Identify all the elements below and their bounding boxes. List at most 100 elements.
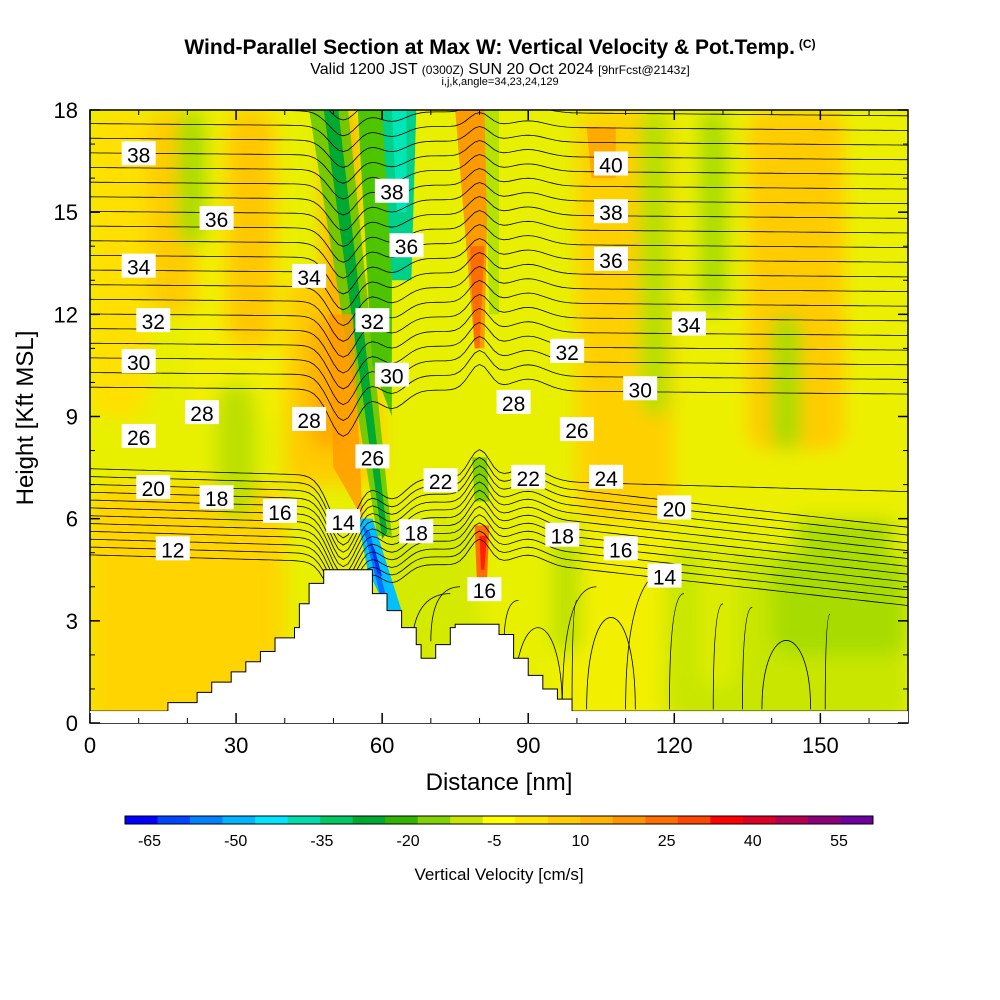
- contour-label-text: 30: [629, 379, 652, 402]
- colorbar-label: Vertical Velocity [cm/s]: [414, 865, 583, 884]
- colorbar-tick-label: 25: [658, 833, 676, 850]
- contour-label: 32: [355, 308, 390, 334]
- contour-label-text: 26: [361, 447, 384, 470]
- colorbar-swatch: [580, 816, 614, 824]
- contour-label-text: 28: [190, 403, 213, 426]
- contour-label-text: 38: [599, 202, 622, 225]
- contour-label: 32: [550, 338, 585, 365]
- contour-label-text: 18: [205, 488, 228, 511]
- colorbar-swatch: [482, 816, 516, 824]
- forecast-info: [9hrFcst@2143z]: [598, 63, 690, 77]
- valid-utc: (0300Z): [421, 63, 464, 77]
- colorbar-tick-label: -5: [487, 833, 501, 850]
- contour-label-text: 26: [127, 427, 150, 450]
- plot-area: 38 36 34 32 30 28 26 20 18 16 14 12 34 38 36 32 30 28 26 22…: [89, 109, 909, 724]
- contour-label: 18: [399, 519, 434, 545]
- contour-label-text: 28: [502, 393, 525, 416]
- contour-label-text: 30: [127, 352, 150, 375]
- contour-label-text: 32: [361, 311, 384, 334]
- contour-label: 18: [199, 485, 234, 511]
- contour-label-text: 30: [380, 366, 403, 389]
- colorbar-swatch: [125, 816, 158, 824]
- contour-label: 26: [559, 417, 594, 443]
- colorbar-tick-label: 55: [830, 833, 848, 850]
- colorbar-tick-label: -35: [310, 833, 333, 850]
- contour-label: 34: [121, 253, 156, 280]
- contour-label-text: 32: [142, 311, 165, 334]
- valid-date: SUN 20 Oct 2024: [468, 61, 594, 78]
- colorbar-swatch: [320, 816, 354, 824]
- contour-label: 20: [136, 475, 171, 501]
- colorbar-tick-label: -20: [397, 833, 420, 850]
- y-tick-label: 15: [54, 200, 78, 225]
- valid-prefix: Valid 1200 JST: [310, 61, 418, 78]
- y-tick-label: 6: [66, 507, 78, 532]
- contour-label: 12: [155, 536, 190, 562]
- contour-label: 38: [593, 199, 628, 225]
- contour-label: 26: [355, 444, 390, 470]
- y-tick-label: 3: [66, 609, 78, 634]
- contour-label: 24: [589, 464, 624, 491]
- contour-label: 16: [603, 536, 638, 562]
- contour-label-text: 34: [127, 257, 151, 280]
- colorbar-tick-label: -65: [138, 833, 161, 850]
- colorbar-swatch: [515, 816, 549, 824]
- x-tick-label: 150: [802, 733, 839, 758]
- colorbar-swatch: [742, 816, 776, 824]
- y-tick-label: 12: [54, 302, 78, 327]
- contour-label: 18: [545, 522, 580, 549]
- colorbar-swatch: [612, 816, 646, 824]
- contour-label: 38: [121, 141, 156, 167]
- colorbar-swatch: [255, 816, 289, 824]
- copyright-mark: (C): [798, 37, 816, 51]
- colorbar-swatch: [222, 816, 256, 824]
- colorbar-frame: [124, 815, 874, 825]
- contour-label-text: 18: [405, 522, 428, 545]
- contour-label-text: 20: [142, 478, 165, 501]
- colorbar-swatch: [157, 816, 191, 824]
- x-tick-label: 30: [224, 733, 248, 758]
- contour-label: 22: [511, 464, 546, 491]
- contour-label-text: 34: [297, 267, 321, 290]
- y-axis-label: Height [Kft MSL]: [12, 331, 39, 506]
- contour-label: 22: [423, 468, 458, 494]
- contour-label: 30: [121, 349, 156, 375]
- contour-label-text: 14: [653, 567, 677, 590]
- contour-label-text: 36: [599, 250, 622, 273]
- contour-label-text: 22: [517, 468, 540, 491]
- contour-label-text: 26: [565, 420, 588, 443]
- colorbar-swatch: [677, 816, 711, 824]
- colorbar-tick-label: 40: [744, 833, 762, 850]
- contour-label-text: 16: [609, 539, 632, 562]
- colorbar-swatch: [547, 816, 581, 824]
- colorbar-swatch: [775, 816, 809, 824]
- y-tick-label: 0: [66, 711, 78, 736]
- contour-label-text: 36: [205, 209, 228, 232]
- contour-label: 40: [593, 151, 628, 177]
- contour-label-text: 34: [677, 315, 701, 338]
- colorbar-swatch: [807, 816, 841, 824]
- colorbar-swatch: [352, 816, 386, 824]
- contour-label-text: 38: [380, 182, 403, 205]
- contour-label-text: 22: [429, 471, 452, 494]
- colorbar-swatch: [385, 816, 419, 824]
- chart-subtitle: Valid 1200 JST (0300Z) SUN 20 Oct 2024 […: [0, 61, 1000, 79]
- colorbar-swatch: [450, 816, 484, 824]
- contour-label: 38: [374, 178, 409, 205]
- x-tick-label: 120: [656, 733, 693, 758]
- contour-label: 34: [671, 311, 706, 338]
- contour-label: 30: [374, 362, 409, 389]
- contour-label-text: 38: [127, 144, 150, 167]
- contour-label-text: 18: [551, 526, 574, 549]
- contour-label: 28: [292, 406, 327, 433]
- x-tick-label: 90: [516, 733, 540, 758]
- contour-label: 30: [623, 376, 658, 402]
- colorbar-swatch: [287, 816, 321, 824]
- contour-label-text: 12: [161, 539, 184, 562]
- colorbar-swatch: [190, 816, 223, 824]
- chart-title: Wind-Parallel Section at Max W: Vertical…: [0, 36, 1000, 60]
- colorbar-tick-label: 10: [572, 833, 590, 850]
- contour-labels: 38 36 34 32 30 28 26 20 18 16 14 12 34 38 36 32 30 28 26 22…: [121, 141, 706, 603]
